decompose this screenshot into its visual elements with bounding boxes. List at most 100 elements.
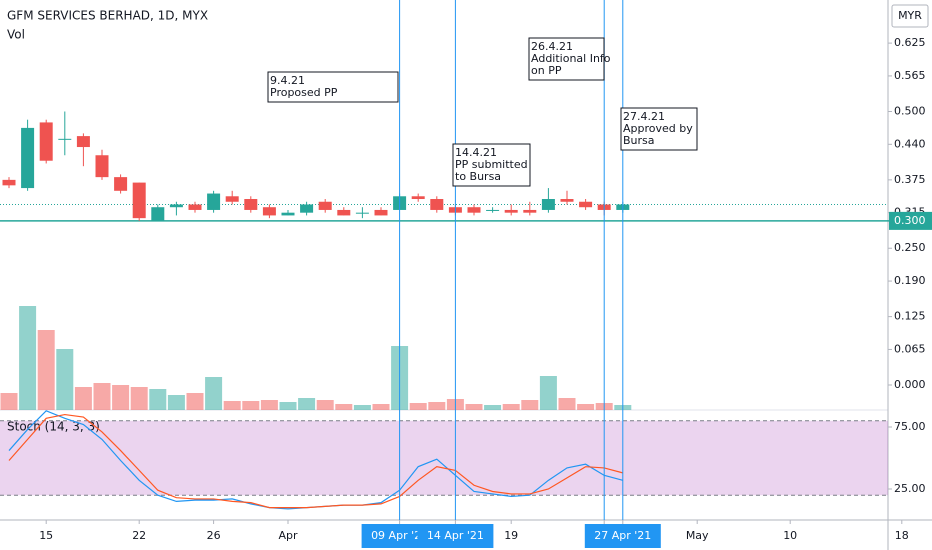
volume-bar xyxy=(372,404,390,410)
annotation-text: to Bursa xyxy=(455,170,501,183)
candle-body xyxy=(207,193,221,210)
annotation-text: 26.4.21 xyxy=(531,40,573,53)
x-tick-label: 27 Apr '21 xyxy=(594,529,651,542)
annotation-text: Bursa xyxy=(623,134,655,147)
candle-body xyxy=(337,209,351,216)
candle-body xyxy=(486,209,500,211)
candle-body xyxy=(300,204,314,213)
x-tick-label: 26 xyxy=(207,529,221,542)
volume-bar xyxy=(428,402,446,410)
x-tick-highlight xyxy=(584,524,661,548)
candle-body xyxy=(244,199,258,210)
volume-bar xyxy=(167,395,185,410)
volume-bar xyxy=(37,330,55,410)
x-tick-label: 14 Apr '21 xyxy=(427,529,484,542)
candle-body xyxy=(281,212,295,216)
candle-body xyxy=(76,136,90,148)
candle-body xyxy=(169,204,183,208)
candle-body xyxy=(114,177,128,191)
y-tick-label: 0.565 xyxy=(894,69,926,82)
stoch-y-tick-label: 75.00 xyxy=(894,420,926,433)
candle-body xyxy=(225,196,239,202)
candle-body xyxy=(318,201,332,210)
candle-body xyxy=(188,204,202,210)
x-tick-label: 15 xyxy=(39,529,53,542)
volume-title: Vol xyxy=(7,28,25,42)
candle-body xyxy=(2,179,16,186)
currency: MYR xyxy=(898,9,922,22)
candle-body xyxy=(374,209,388,216)
volume-bar xyxy=(502,404,520,410)
annotation-text: 27.4.21 xyxy=(623,110,665,123)
volume-bar xyxy=(577,404,595,410)
y-tick-label: 0.625 xyxy=(894,36,926,49)
volume-bar xyxy=(539,376,557,410)
x-tick-label: 10 xyxy=(783,529,797,542)
candle-body xyxy=(467,207,481,213)
volume-bar xyxy=(223,401,241,410)
volume-bar xyxy=(130,387,148,410)
annotation-text: 14.4.21 xyxy=(455,146,497,159)
candle-body xyxy=(132,182,146,219)
volume-bar xyxy=(465,404,483,410)
volume-bar xyxy=(93,383,111,410)
volume-bar xyxy=(521,400,539,410)
candle-body xyxy=(541,199,555,210)
annotation-text: Approved by xyxy=(623,122,693,135)
annotation-text: PP submitted xyxy=(455,158,528,171)
annotation-text: Proposed PP xyxy=(270,86,338,99)
volume-bar xyxy=(298,398,316,410)
volume-bar xyxy=(316,400,334,410)
y-tick-label: 0.250 xyxy=(894,241,926,254)
candle-body xyxy=(262,207,276,216)
y-tick-label: 0.190 xyxy=(894,274,926,287)
annotation-text: Additional Info xyxy=(531,52,611,65)
candle-body xyxy=(504,209,518,213)
volume-bar xyxy=(409,403,427,410)
volume-bar xyxy=(0,393,18,410)
chart-title: GFM SERVICES BERHAD, 1D, MYX xyxy=(7,9,208,23)
candle-body xyxy=(151,207,165,221)
stoch-band xyxy=(0,420,888,496)
stoch-y-tick-label: 25.00 xyxy=(894,482,926,495)
stoch-line xyxy=(8,413,623,509)
volume-bar xyxy=(56,349,74,410)
volume-bar xyxy=(279,402,297,410)
volume-bar xyxy=(260,400,278,410)
annotation-box xyxy=(267,71,399,103)
price-label: 0.300 xyxy=(894,214,926,227)
volume-bar xyxy=(186,393,204,410)
candle-body xyxy=(579,201,593,208)
annotation-text: on PP xyxy=(531,64,562,77)
volume-bar xyxy=(335,404,353,410)
volume-bar xyxy=(558,398,576,410)
y-tick-label: 0.125 xyxy=(894,310,926,323)
candle-body xyxy=(58,138,72,140)
volume-bar xyxy=(112,385,130,410)
candle-body xyxy=(39,122,53,161)
x-tick-highlight xyxy=(417,524,494,548)
candle-body xyxy=(560,199,574,202)
candle-body xyxy=(355,212,369,214)
x-tick-label: 19 xyxy=(504,529,518,542)
price-label-bg xyxy=(889,211,932,230)
volume-bar xyxy=(353,405,371,410)
x-tick-label: May xyxy=(686,529,709,542)
x-tick-label: 09 Apr '21 xyxy=(371,529,428,542)
x-tick-label: Apr xyxy=(278,529,298,542)
candle-body xyxy=(523,209,537,213)
annotation-box xyxy=(528,37,605,81)
stoch-title: Stoch (14, 3, 3) xyxy=(7,420,100,434)
volume-bar xyxy=(74,387,92,410)
annotation-box xyxy=(452,143,531,187)
y-tick-label: 0.375 xyxy=(894,173,926,186)
candle-body xyxy=(411,196,425,200)
currency-box[interactable] xyxy=(891,4,929,28)
volume-bar xyxy=(484,405,502,410)
y-tick-label: 0.000 xyxy=(894,378,926,391)
volume-bar xyxy=(242,401,260,410)
y-tick-label: 0.500 xyxy=(894,104,926,117)
x-tick-label: 18 xyxy=(895,529,909,542)
